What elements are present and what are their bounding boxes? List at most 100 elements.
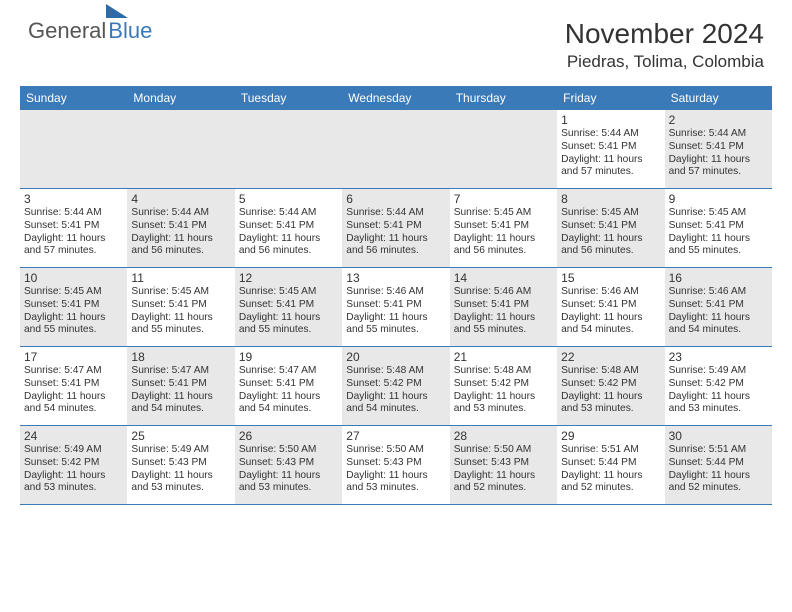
daylight-line: Daylight: 11 hours and 55 minutes.: [239, 312, 338, 338]
sunset-line: Sunset: 5:41 PM: [669, 141, 768, 154]
calendar-day: 28Sunrise: 5:50 AMSunset: 5:43 PMDayligh…: [450, 426, 557, 504]
sunset-line: Sunset: 5:43 PM: [346, 457, 445, 470]
calendar-day: 8Sunrise: 5:45 AMSunset: 5:41 PMDaylight…: [557, 189, 664, 267]
sunrise-line: Sunrise: 5:44 AM: [239, 207, 338, 220]
sunrise-line: Sunrise: 5:51 AM: [561, 444, 660, 457]
sunrise-line: Sunrise: 5:50 AM: [239, 444, 338, 457]
sunset-line: Sunset: 5:41 PM: [239, 299, 338, 312]
sunset-line: Sunset: 5:41 PM: [669, 299, 768, 312]
calendar-day: 24Sunrise: 5:49 AMSunset: 5:42 PMDayligh…: [20, 426, 127, 504]
sunrise-line: Sunrise: 5:46 AM: [669, 286, 768, 299]
calendar-empty: [20, 110, 127, 188]
page-header: General Blue November 2024 Piedras, Toli…: [0, 0, 792, 80]
daylight-line: Daylight: 11 hours and 54 minutes.: [561, 312, 660, 338]
daylight-line: Daylight: 11 hours and 53 minutes.: [454, 391, 553, 417]
calendar-day: 1Sunrise: 5:44 AMSunset: 5:41 PMDaylight…: [557, 110, 664, 188]
day-number: 23: [669, 350, 768, 364]
calendar-day: 27Sunrise: 5:50 AMSunset: 5:43 PMDayligh…: [342, 426, 449, 504]
sunset-line: Sunset: 5:41 PM: [346, 299, 445, 312]
sunrise-line: Sunrise: 5:50 AM: [454, 444, 553, 457]
day-number: 26: [239, 429, 338, 443]
sunset-line: Sunset: 5:41 PM: [669, 220, 768, 233]
sunset-line: Sunset: 5:43 PM: [131, 457, 230, 470]
daylight-line: Daylight: 11 hours and 56 minutes.: [454, 233, 553, 259]
day-number: 4: [131, 192, 230, 206]
day-number: 13: [346, 271, 445, 285]
daylight-line: Daylight: 11 hours and 57 minutes.: [561, 154, 660, 180]
calendar-day: 29Sunrise: 5:51 AMSunset: 5:44 PMDayligh…: [557, 426, 664, 504]
calendar-day: 7Sunrise: 5:45 AMSunset: 5:41 PMDaylight…: [450, 189, 557, 267]
sunset-line: Sunset: 5:41 PM: [131, 220, 230, 233]
sunset-line: Sunset: 5:41 PM: [131, 299, 230, 312]
daylight-line: Daylight: 11 hours and 53 minutes.: [669, 391, 768, 417]
day-number: 6: [346, 192, 445, 206]
sunrise-line: Sunrise: 5:46 AM: [454, 286, 553, 299]
calendar-empty: [342, 110, 449, 188]
calendar-week: 17Sunrise: 5:47 AMSunset: 5:41 PMDayligh…: [20, 347, 772, 426]
daylight-line: Daylight: 11 hours and 57 minutes.: [24, 233, 123, 259]
daylight-line: Daylight: 11 hours and 55 minutes.: [454, 312, 553, 338]
sunrise-line: Sunrise: 5:47 AM: [131, 365, 230, 378]
weekday-label: Monday: [127, 86, 234, 110]
calendar-day: 22Sunrise: 5:48 AMSunset: 5:42 PMDayligh…: [557, 347, 664, 425]
day-number: 12: [239, 271, 338, 285]
sunset-line: Sunset: 5:41 PM: [24, 220, 123, 233]
sunset-line: Sunset: 5:41 PM: [561, 220, 660, 233]
day-number: 11: [131, 271, 230, 285]
daylight-line: Daylight: 11 hours and 53 minutes.: [24, 470, 123, 496]
weekday-label: Tuesday: [235, 86, 342, 110]
daylight-line: Daylight: 11 hours and 56 minutes.: [131, 233, 230, 259]
day-number: 27: [346, 429, 445, 443]
day-number: 3: [24, 192, 123, 206]
day-number: 16: [669, 271, 768, 285]
day-number: 17: [24, 350, 123, 364]
sunrise-line: Sunrise: 5:44 AM: [346, 207, 445, 220]
daylight-line: Daylight: 11 hours and 53 minutes.: [239, 470, 338, 496]
calendar-day: 20Sunrise: 5:48 AMSunset: 5:42 PMDayligh…: [342, 347, 449, 425]
sunrise-line: Sunrise: 5:45 AM: [454, 207, 553, 220]
sunset-line: Sunset: 5:41 PM: [561, 299, 660, 312]
daylight-line: Daylight: 11 hours and 55 minutes.: [131, 312, 230, 338]
day-number: 8: [561, 192, 660, 206]
calendar-day: 10Sunrise: 5:45 AMSunset: 5:41 PMDayligh…: [20, 268, 127, 346]
day-number: 29: [561, 429, 660, 443]
calendar-day: 2Sunrise: 5:44 AMSunset: 5:41 PMDaylight…: [665, 110, 772, 188]
calendar-empty: [127, 110, 234, 188]
day-number: 7: [454, 192, 553, 206]
calendar-day: 23Sunrise: 5:49 AMSunset: 5:42 PMDayligh…: [665, 347, 772, 425]
sunset-line: Sunset: 5:42 PM: [24, 457, 123, 470]
sail-icon: [106, 4, 128, 18]
daylight-line: Daylight: 11 hours and 53 minutes.: [346, 470, 445, 496]
daylight-line: Daylight: 11 hours and 56 minutes.: [561, 233, 660, 259]
daylight-line: Daylight: 11 hours and 53 minutes.: [131, 470, 230, 496]
calendar-empty: [235, 110, 342, 188]
sunset-line: Sunset: 5:41 PM: [24, 299, 123, 312]
sunrise-line: Sunrise: 5:49 AM: [669, 365, 768, 378]
calendar-day: 11Sunrise: 5:45 AMSunset: 5:41 PMDayligh…: [127, 268, 234, 346]
calendar-day: 4Sunrise: 5:44 AMSunset: 5:41 PMDaylight…: [127, 189, 234, 267]
sunset-line: Sunset: 5:41 PM: [239, 220, 338, 233]
calendar-day: 6Sunrise: 5:44 AMSunset: 5:41 PMDaylight…: [342, 189, 449, 267]
sunset-line: Sunset: 5:44 PM: [669, 457, 768, 470]
day-number: 18: [131, 350, 230, 364]
day-number: 2: [669, 113, 768, 127]
day-number: 22: [561, 350, 660, 364]
weekday-label: Friday: [557, 86, 664, 110]
daylight-line: Daylight: 11 hours and 52 minutes.: [561, 470, 660, 496]
sunset-line: Sunset: 5:43 PM: [454, 457, 553, 470]
day-number: 25: [131, 429, 230, 443]
daylight-line: Daylight: 11 hours and 54 minutes.: [131, 391, 230, 417]
calendar-empty: [450, 110, 557, 188]
sunrise-line: Sunrise: 5:44 AM: [24, 207, 123, 220]
sunrise-line: Sunrise: 5:45 AM: [131, 286, 230, 299]
day-number: 20: [346, 350, 445, 364]
sunrise-line: Sunrise: 5:44 AM: [561, 128, 660, 141]
sunset-line: Sunset: 5:42 PM: [454, 378, 553, 391]
calendar-day: 18Sunrise: 5:47 AMSunset: 5:41 PMDayligh…: [127, 347, 234, 425]
day-number: 9: [669, 192, 768, 206]
calendar-day: 12Sunrise: 5:45 AMSunset: 5:41 PMDayligh…: [235, 268, 342, 346]
weekday-label: Thursday: [450, 86, 557, 110]
daylight-line: Daylight: 11 hours and 54 minutes.: [239, 391, 338, 417]
sunrise-line: Sunrise: 5:50 AM: [346, 444, 445, 457]
calendar-day: 3Sunrise: 5:44 AMSunset: 5:41 PMDaylight…: [20, 189, 127, 267]
